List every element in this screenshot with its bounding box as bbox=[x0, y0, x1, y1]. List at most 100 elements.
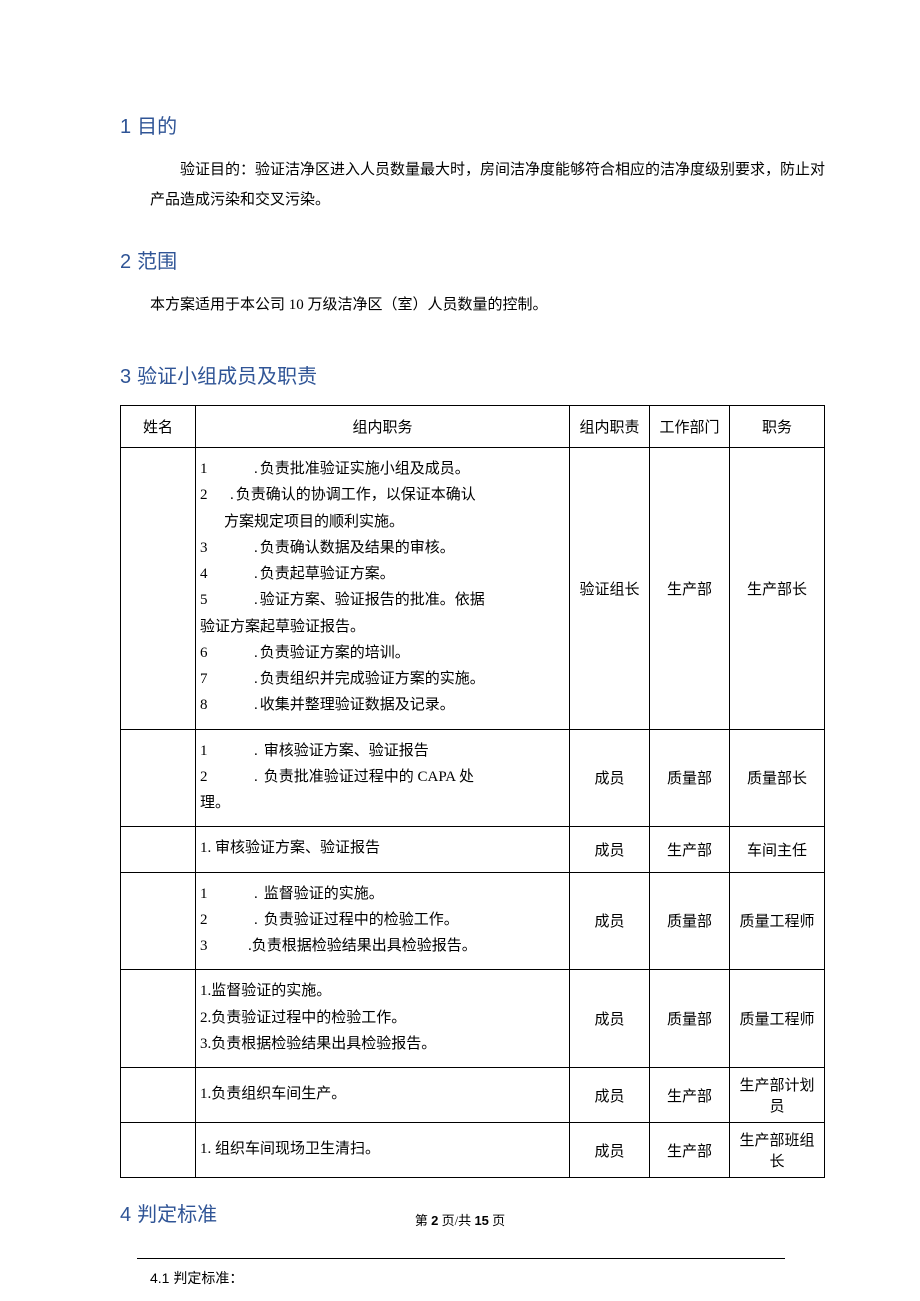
table-row: 1.审核验证方案、验证报告2.负责批准验证过程中的 CAPA 处理。成员质量部质… bbox=[121, 729, 825, 827]
cell-duty: 1.监督验证的实施。2.负责验证过程中的检验工作。3.负责根据检验结果出具检验报… bbox=[196, 872, 570, 970]
scope-text: 本方案适用于本公司 10 万级洁净区（室）人员数量的控制。 bbox=[120, 290, 825, 320]
duty-dot: . bbox=[254, 912, 258, 928]
duty-number: 1 bbox=[200, 456, 212, 482]
duty-line: 2.负责批准验证过程中的 CAPA 处 bbox=[200, 764, 565, 790]
duty-line: 1.负责批准验证实施小组及成员。 bbox=[200, 456, 565, 482]
cell-resp: 成员 bbox=[570, 1068, 650, 1123]
duty-text: 审核验证方案、验证报告 bbox=[264, 743, 429, 759]
cell-pos: 质量部长 bbox=[730, 729, 825, 827]
page-footer: 第 2 页/共 15 页 bbox=[0, 1210, 920, 1229]
cell-dept: 生产部 bbox=[650, 448, 730, 730]
duty-number: 4 bbox=[200, 561, 212, 587]
table-row: 1.监督验证的实施。2.负责验证过程中的检验工作。3.负责根据检验结果出具检验报… bbox=[121, 970, 825, 1068]
cell-resp: 成员 bbox=[570, 729, 650, 827]
duty-number: 7 bbox=[200, 666, 212, 692]
cell-duty: 1.负责批准验证实施小组及成员。2.负责确认的协调工作，以保证本确认方案规定项目… bbox=[196, 448, 570, 730]
team-table: 姓名 组内职务 组内职责 工作部门 职务 1.负责批准验证实施小组及成员。2.负… bbox=[120, 405, 825, 1178]
duty-text: 负责起草验证方案。 bbox=[260, 566, 395, 582]
cell-resp: 验证组长 bbox=[570, 448, 650, 730]
duty-line: 3.负责确认数据及结果的审核。 bbox=[200, 535, 565, 561]
duty-line: 2.负责确认的协调工作，以保证本确认 bbox=[200, 482, 565, 508]
duty-dot: . bbox=[254, 886, 258, 902]
table-row: 1.负责批准验证实施小组及成员。2.负责确认的协调工作，以保证本确认方案规定项目… bbox=[121, 448, 825, 730]
duty-dot: . bbox=[254, 540, 258, 556]
cell-dept: 质量部 bbox=[650, 872, 730, 970]
duty-text: 监督验证的实施。 bbox=[264, 886, 384, 902]
duty-number: 2 bbox=[200, 482, 212, 508]
duty-line: 1. 审核验证方案、验证报告 bbox=[200, 835, 565, 861]
duty-line: 3.负责根据检验结果出具检验报告。 bbox=[200, 933, 565, 959]
purpose-text: 验证目的：验证洁净区进入人员数量最大时，房间洁净度能够符合相应的洁净度级别要求，… bbox=[150, 155, 825, 215]
duty-number: 5 bbox=[200, 587, 212, 613]
cell-pos: 质量工程师 bbox=[730, 970, 825, 1068]
cell-pos: 生产部长 bbox=[730, 448, 825, 730]
duty-line: 方案规定项目的顺利实施。 bbox=[200, 509, 565, 535]
section-number: 3 bbox=[120, 366, 131, 388]
duty-number: 2 bbox=[200, 907, 212, 933]
duty-dot: . bbox=[254, 645, 258, 661]
cell-name bbox=[121, 1123, 196, 1178]
cell-name bbox=[121, 1068, 196, 1123]
duty-line: 5.验证方案、验证报告的批准。依据 bbox=[200, 587, 565, 613]
duty-number: 6 bbox=[200, 640, 212, 666]
duty-line: 7.负责组织并完成验证方案的实施。 bbox=[200, 666, 565, 692]
duty-number: 8 bbox=[200, 692, 212, 718]
duty-number: 3 bbox=[200, 535, 212, 561]
cell-pos: 生产部计划员 bbox=[730, 1068, 825, 1123]
duty-line: 验证方案起草验证报告。 bbox=[200, 614, 565, 640]
duty-line: 理。 bbox=[200, 790, 565, 816]
section-heading-purpose: 1目的 bbox=[120, 110, 825, 139]
cell-pos: 车间主任 bbox=[730, 827, 825, 872]
section-title: 范围 bbox=[137, 251, 177, 273]
cell-pos: 生产部班组长 bbox=[730, 1123, 825, 1178]
duty-line: 2. 负责验证过程中的检验工作。 bbox=[200, 907, 565, 933]
cell-name bbox=[121, 827, 196, 872]
cell-resp: 成员 bbox=[570, 970, 650, 1068]
footer-suffix: 页 bbox=[489, 1213, 505, 1228]
cell-resp: 成员 bbox=[570, 827, 650, 872]
table-row: 1.监督验证的实施。2.负责验证过程中的检验工作。3.负责根据检验结果出具检验报… bbox=[121, 872, 825, 970]
footer-total-num: 15 bbox=[474, 1213, 488, 1228]
section-heading-scope: 2 范围 bbox=[120, 245, 825, 274]
cell-dept: 生产部 bbox=[650, 827, 730, 872]
duty-line: 1. 组织车间现场卫生清扫。 bbox=[200, 1136, 565, 1162]
duty-text: 负责验证方案的培训。 bbox=[260, 645, 410, 661]
duty-text: 负责验证过程中的检验工作。 bbox=[264, 912, 459, 928]
cell-duty: 1. 审核验证方案、验证报告 bbox=[196, 827, 570, 872]
cell-resp: 成员 bbox=[570, 872, 650, 970]
cell-name bbox=[121, 970, 196, 1068]
duty-line: 6.负责验证方案的培训。 bbox=[200, 640, 565, 666]
cell-dept: 质量部 bbox=[650, 729, 730, 827]
table-row: 1. 审核验证方案、验证报告成员生产部车间主任 bbox=[121, 827, 825, 872]
cell-pos: 质量工程师 bbox=[730, 872, 825, 970]
duty-dot: . bbox=[254, 671, 258, 687]
cell-name bbox=[121, 872, 196, 970]
duty-dot: . bbox=[254, 566, 258, 582]
cell-resp: 成员 bbox=[570, 1123, 650, 1178]
cell-duty: 1.监督验证的实施。2.负责验证过程中的检验工作。3.负责根据检验结果出具检验报… bbox=[196, 970, 570, 1068]
col-header-dept: 工作部门 bbox=[650, 406, 730, 448]
cell-dept: 生产部 bbox=[650, 1123, 730, 1178]
duty-text: 负责根据检验结果出具检验报告。 bbox=[252, 938, 477, 954]
section-title: 目的 bbox=[137, 116, 177, 138]
footer-divider bbox=[137, 1258, 785, 1259]
table-row: 1.负责组织车间生产。成员生产部生产部计划员 bbox=[121, 1068, 825, 1123]
col-header-name: 姓名 bbox=[121, 406, 196, 448]
duty-line: 1.审核验证方案、验证报告 bbox=[200, 738, 565, 764]
cell-dept: 质量部 bbox=[650, 970, 730, 1068]
duty-line: 1.负责组织车间生产。 bbox=[200, 1081, 565, 1107]
section-number: 2 bbox=[120, 251, 131, 273]
duty-text: 负责批准验证实施小组及成员。 bbox=[260, 461, 470, 477]
duty-text: 负责确认的协调工作，以保证本确认 bbox=[236, 487, 476, 503]
duty-text: 负责批准验证过程中的 CAPA 处 bbox=[264, 769, 474, 785]
col-header-resp: 组内职责 bbox=[570, 406, 650, 448]
cell-duty: 1.审核验证方案、验证报告2.负责批准验证过程中的 CAPA 处理。 bbox=[196, 729, 570, 827]
duty-dot: . bbox=[254, 743, 258, 759]
duty-dot: . bbox=[254, 697, 258, 713]
cell-name bbox=[121, 448, 196, 730]
duty-line: 1.监督验证的实施。 bbox=[200, 881, 565, 907]
footer-mid: 页/共 bbox=[438, 1213, 474, 1228]
duty-line: 3.负责根据检验结果出具检验报告。 bbox=[200, 1031, 565, 1057]
duty-dot: . bbox=[254, 592, 258, 608]
table-header-row: 姓名 组内职务 组内职责 工作部门 职务 bbox=[121, 406, 825, 448]
